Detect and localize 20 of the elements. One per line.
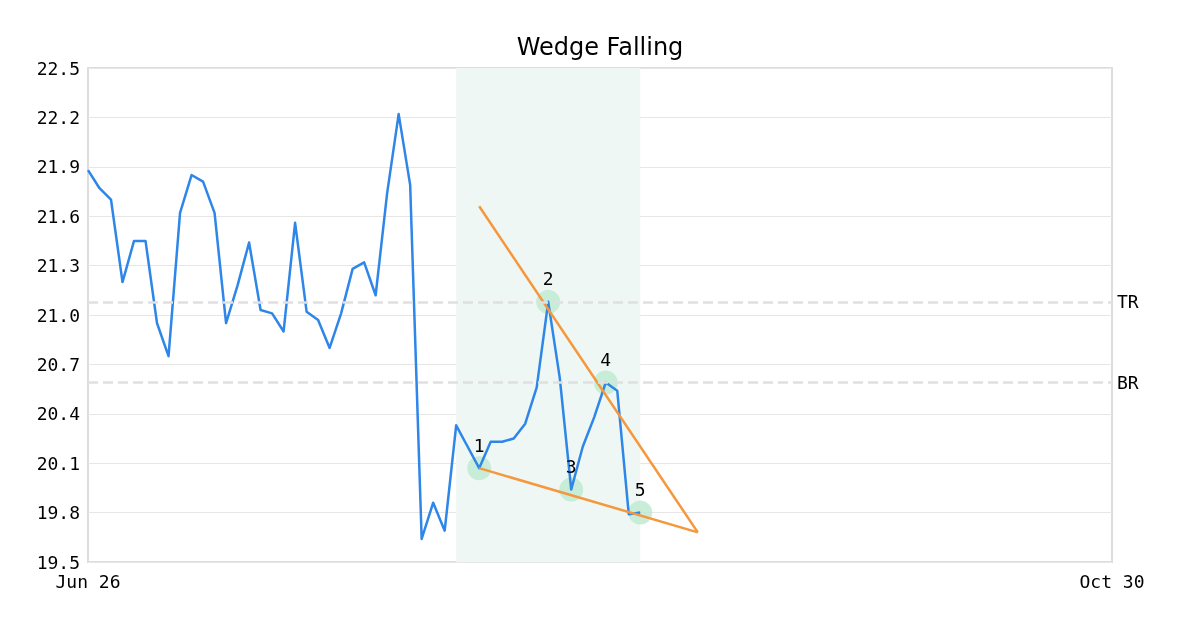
y-tick-label: 20.1 (36, 452, 80, 474)
chart-title: Wedge Falling (516, 33, 684, 61)
annotation: 4 (600, 349, 612, 371)
y-tick-label: 21.9 (36, 156, 80, 178)
y-tick-label: 20.7 (36, 353, 80, 375)
y-tick-label: 21.3 (36, 255, 80, 277)
y-tick-label: 19.5 (36, 551, 80, 573)
y-tick-label: 22.2 (36, 106, 80, 128)
y-tick-label: 21.6 (36, 205, 80, 227)
annotation: 2 (542, 268, 554, 290)
y-tick-label: 20.4 (36, 403, 80, 425)
y-tick-label: 19.8 (36, 502, 80, 524)
annotation: 1 (473, 434, 485, 456)
y-tick-label: 22.5 (36, 57, 80, 79)
x-tick-label: Jun 26 (55, 570, 121, 592)
x-tick-label: Oct 30 (1079, 570, 1145, 592)
ref-line-label: TR (1117, 291, 1139, 313)
y-tick-label: 21.0 (36, 304, 80, 326)
ref-line-label: BR (1117, 372, 1139, 394)
annotation: 5 (634, 479, 646, 501)
